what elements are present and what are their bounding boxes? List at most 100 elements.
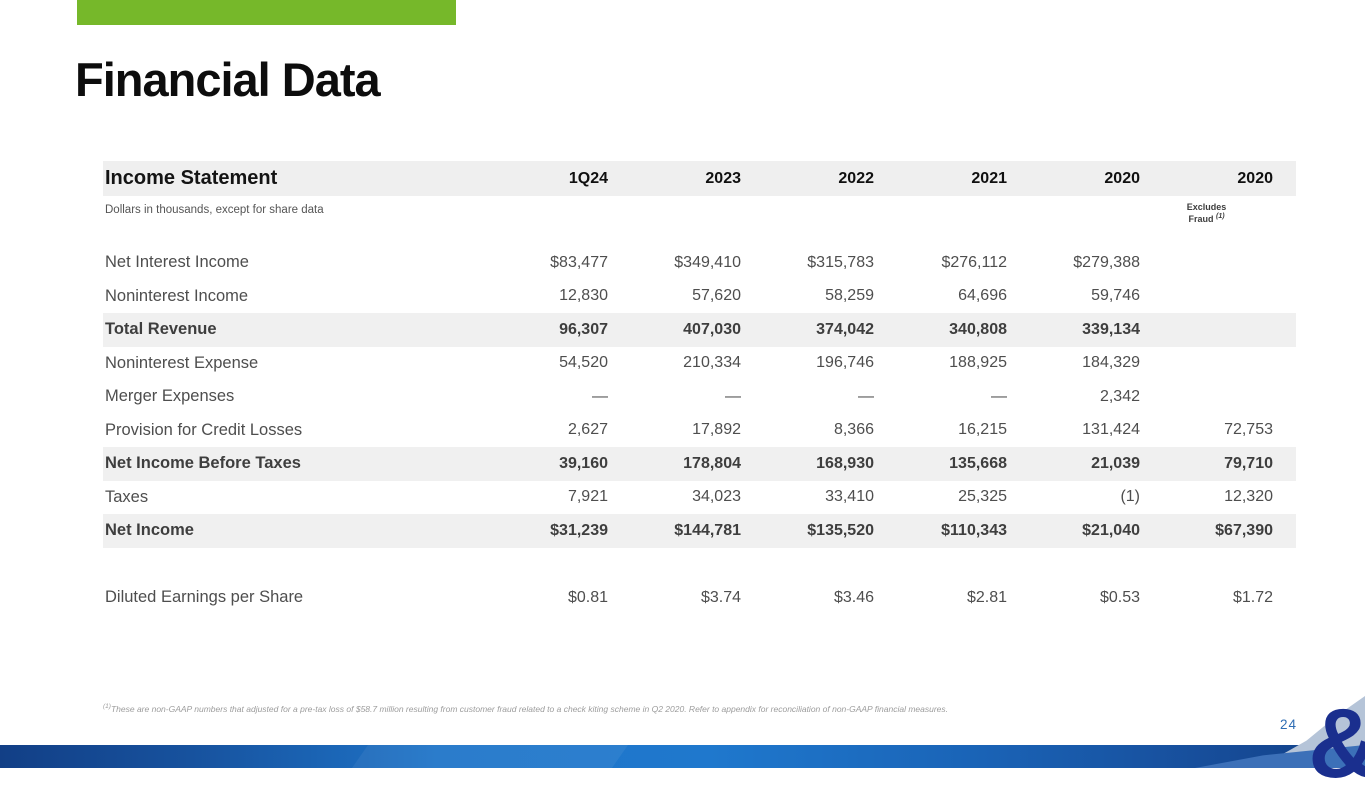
cell-value: $0.81 bbox=[567, 588, 608, 606]
footnote-superscript: (1) bbox=[103, 703, 111, 710]
table-row: Noninterest Income 12,830 57,620 58,259 … bbox=[103, 280, 1296, 314]
row-label: Diluted Earnings per Share bbox=[105, 588, 304, 606]
row-label: Provision for Credit Losses bbox=[105, 420, 303, 439]
cell-value: $349,410 bbox=[674, 253, 741, 271]
cell-value: 54,520 bbox=[559, 354, 608, 372]
row-label: Noninterest Expense bbox=[105, 353, 259, 372]
band-wedge-decoration bbox=[351, 745, 629, 768]
cell-value: $315,783 bbox=[807, 253, 874, 271]
cell-value: 79,710 bbox=[1224, 454, 1273, 472]
cell-value: 16,215 bbox=[958, 421, 1007, 439]
cell-value: $144,781 bbox=[674, 521, 741, 539]
row-label: Net Income Before Taxes bbox=[105, 454, 301, 473]
cell-value: 58,259 bbox=[825, 287, 874, 305]
table-spacer-row bbox=[103, 547, 1296, 581]
cell-value: 339,134 bbox=[1082, 320, 1140, 338]
cell-value bbox=[1140, 380, 1296, 414]
cell-value: (1) bbox=[1120, 488, 1140, 506]
row-label: Merger Expenses bbox=[105, 387, 235, 406]
table-row-diluted-eps: Diluted Earnings per Share $0.81 $3.74 $… bbox=[103, 581, 1296, 615]
cell-value: — bbox=[592, 387, 608, 405]
accent-bar bbox=[77, 0, 456, 25]
column-header-2022: 2022 bbox=[838, 169, 874, 187]
cell-value bbox=[1140, 347, 1296, 381]
cell-value: 39,160 bbox=[559, 454, 608, 472]
footnote-text: These are non-GAAP numbers that adjusted… bbox=[110, 703, 948, 714]
excludes-fraud-note: Excludes Fraud (1) bbox=[1140, 196, 1273, 225]
cell-value: $110,343 bbox=[941, 521, 1007, 539]
table-header-row: Income Statement 1Q24 2023 2022 2021 202… bbox=[103, 161, 1296, 196]
cell-value bbox=[1140, 313, 1296, 347]
table-row: Noninterest Expense 54,520 210,334 196,7… bbox=[103, 347, 1296, 381]
column-header-1q24: 1Q24 bbox=[568, 169, 608, 187]
page-title: Financial Data bbox=[75, 53, 381, 106]
cell-value: 64,696 bbox=[958, 287, 1007, 305]
cell-value: 72,753 bbox=[1224, 421, 1273, 439]
cell-value: $3.74 bbox=[700, 588, 741, 606]
cell-value: $67,390 bbox=[1215, 521, 1273, 539]
income-statement-table: Income Statement 1Q24 2023 2022 2021 202… bbox=[103, 161, 1296, 615]
cell-value: — bbox=[858, 387, 874, 405]
table-row-net-income-before-taxes: Net Income Before Taxes 39,160 178,804 1… bbox=[103, 447, 1296, 481]
row-label: Total Revenue bbox=[105, 320, 217, 339]
cell-value: 12,830 bbox=[559, 287, 608, 305]
table-title: Income Statement bbox=[105, 167, 278, 189]
excludes-note-sup: (1) bbox=[1215, 212, 1225, 220]
cell-value: 57,620 bbox=[692, 287, 741, 305]
cell-value: 374,042 bbox=[816, 320, 874, 338]
cell-value: $0.53 bbox=[1099, 588, 1140, 606]
cell-value: 184,329 bbox=[1082, 354, 1140, 372]
row-label: Net Interest Income bbox=[105, 253, 249, 272]
cell-value: 188,925 bbox=[949, 354, 1007, 372]
column-header-2020-excl-fraud: 2020 bbox=[1237, 169, 1273, 187]
table-row: Provision for Credit Losses 2,627 17,892… bbox=[103, 414, 1296, 448]
cell-value: 59,746 bbox=[1091, 287, 1140, 305]
cell-value: 135,668 bbox=[949, 454, 1007, 472]
cell-value: $83,477 bbox=[550, 253, 608, 271]
cell-value: 340,808 bbox=[949, 320, 1007, 338]
cell-value: 33,410 bbox=[825, 488, 874, 506]
bottom-band-decoration bbox=[0, 745, 1365, 768]
cell-value bbox=[1140, 280, 1296, 314]
cell-value: 196,746 bbox=[816, 354, 874, 372]
cell-value: $31,239 bbox=[550, 521, 608, 539]
page-number: 24 bbox=[1279, 717, 1297, 732]
cell-value: 34,023 bbox=[692, 488, 741, 506]
cell-value: 96,307 bbox=[559, 320, 608, 338]
cell-value: 17,892 bbox=[692, 421, 741, 439]
row-label: Noninterest Income bbox=[105, 286, 249, 305]
cell-value: 7,921 bbox=[567, 488, 608, 506]
table-row: Taxes 7,921 34,023 33,410 25,325 (1) 12,… bbox=[103, 481, 1296, 515]
cell-value: $1.72 bbox=[1232, 588, 1273, 606]
cell-value: 2,342 bbox=[1099, 387, 1140, 405]
cell-value: 25,325 bbox=[958, 488, 1007, 506]
cell-value: — bbox=[991, 387, 1007, 405]
cell-value: 407,030 bbox=[683, 320, 741, 338]
cell-value: $2.81 bbox=[966, 588, 1007, 606]
cell-value: 12,320 bbox=[1224, 488, 1273, 506]
table-subheader-row: Dollars in thousands, except for share d… bbox=[103, 196, 1296, 246]
cell-value: $21,040 bbox=[1082, 521, 1140, 539]
row-label: Net Income bbox=[105, 521, 194, 540]
table-row: Net Interest Income $83,477 $349,410 $31… bbox=[103, 246, 1296, 280]
cell-value: — bbox=[725, 387, 741, 405]
table-row: Merger Expenses — — — — 2,342 bbox=[103, 380, 1296, 414]
row-label: Taxes bbox=[105, 487, 149, 506]
column-header-2020: 2020 bbox=[1104, 169, 1140, 187]
cell-value: $3.46 bbox=[833, 588, 874, 606]
table-row-total-revenue: Total Revenue 96,307 407,030 374,042 340… bbox=[103, 313, 1296, 347]
table-subtitle: Dollars in thousands, except for share d… bbox=[105, 204, 324, 216]
cell-value bbox=[1140, 246, 1296, 280]
cell-value: 131,424 bbox=[1082, 421, 1140, 439]
cell-value: 168,930 bbox=[816, 454, 874, 472]
footnote: (1)These are non-GAAP numbers that adjus… bbox=[103, 703, 1153, 714]
cell-value: 21,039 bbox=[1091, 454, 1140, 472]
column-header-2021: 2021 bbox=[971, 169, 1007, 187]
excludes-note-line1: Excludes bbox=[1186, 202, 1227, 212]
column-header-2023: 2023 bbox=[705, 169, 741, 187]
cell-value: 8,366 bbox=[833, 421, 874, 439]
table-row-net-income: Net Income $31,239 $144,781 $135,520 $11… bbox=[103, 514, 1296, 548]
cell-value: 2,627 bbox=[567, 421, 608, 439]
cell-value: $276,112 bbox=[941, 253, 1007, 271]
